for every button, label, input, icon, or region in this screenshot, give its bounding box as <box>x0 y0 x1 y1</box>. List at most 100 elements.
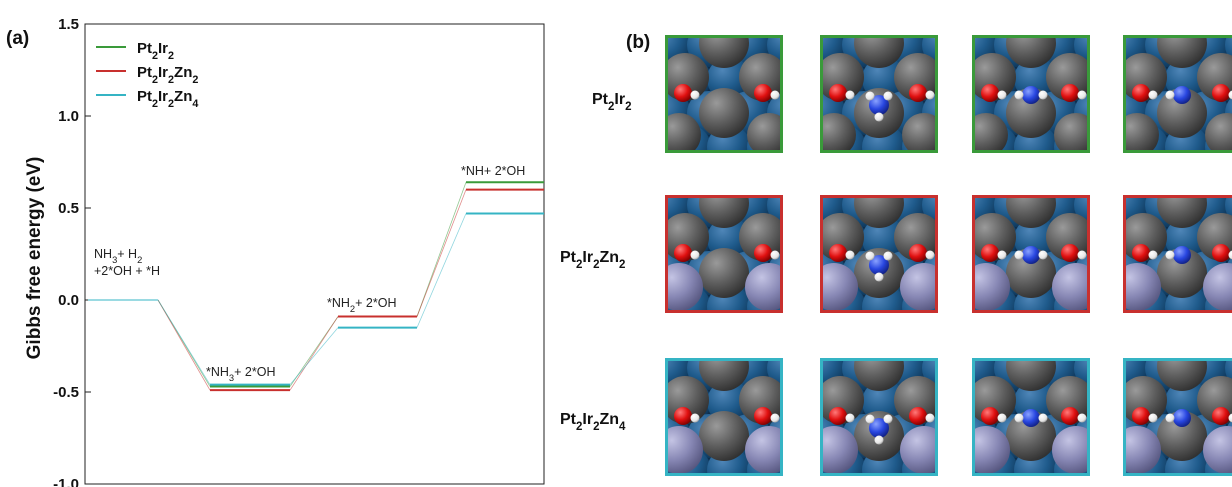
gray-atom <box>854 195 904 228</box>
blue-atom <box>782 149 826 193</box>
blue-atom <box>1014 0 1058 33</box>
zn-atom <box>900 263 938 311</box>
hydrogen-atom <box>1165 90 1175 100</box>
y-tick-label: -0.5 <box>53 384 79 401</box>
structure-tile <box>972 312 1090 476</box>
blue-atom <box>1094 0 1138 33</box>
nitrogen-atom <box>1022 246 1040 264</box>
hydrogen-atom <box>770 413 780 423</box>
hydrogen-atom <box>845 250 855 260</box>
blue-atom <box>607 346 651 390</box>
blue-atom <box>707 149 751 193</box>
structure-row: Pt2Ir2 <box>592 0 1232 153</box>
blue-atom <box>820 63 826 95</box>
blue-atom <box>667 0 711 33</box>
oxygen-atom <box>829 84 847 102</box>
blue-atom <box>922 195 938 227</box>
blue-atom <box>1014 312 1058 356</box>
zn-atom <box>820 426 858 474</box>
structure-tile <box>972 0 1138 153</box>
zn-atom <box>1052 426 1090 474</box>
blue-atom <box>972 454 978 476</box>
zn-atom <box>665 263 703 311</box>
blue-atom <box>974 312 1018 356</box>
connector-line <box>289 327 339 385</box>
tile-border <box>665 358 783 476</box>
blue-atom <box>862 0 906 33</box>
blue-atom <box>862 312 906 356</box>
nitrogen-atom <box>1173 246 1191 264</box>
gray-atom <box>699 195 749 228</box>
structure-rows: Pt2Ir2 Pt2Ir2Zn2 Pt2Ir2Zn4 <box>560 0 1232 476</box>
blue-atom <box>627 149 671 193</box>
structure-tile <box>782 0 938 153</box>
gray-atom <box>854 358 904 391</box>
structure-tile <box>607 312 831 476</box>
gray-atom <box>699 411 749 461</box>
hydrogen-atom <box>1228 413 1232 423</box>
structure-row: Pt2Ir2Zn2 <box>560 149 1232 313</box>
blue-atom <box>822 149 866 193</box>
hydrogen-atom <box>883 414 893 424</box>
blue-atom <box>767 195 783 227</box>
blue-atom <box>782 0 826 33</box>
step-label-line: *NH2+ 2*OH <box>327 296 396 314</box>
gray-atom <box>747 113 783 153</box>
gray-atom <box>854 35 904 68</box>
nitrogen-atom <box>869 255 889 275</box>
legend-entry: Pt2Ir2Zn4 <box>96 88 198 110</box>
step-label-line: *NH+ 2*OH <box>461 164 525 178</box>
blue-atom <box>972 223 978 255</box>
blue-atom <box>1205 149 1232 193</box>
adsorption-structures-panel: (b) Pt2Ir2 Pt2Ir2Zn2 Pt2Ir2Zn4 <box>560 0 1232 476</box>
gray-atom <box>699 358 749 391</box>
tile-border <box>1123 358 1232 476</box>
hydrogen-atom <box>1148 250 1158 260</box>
blue-atom <box>1085 312 1129 356</box>
gray-atom <box>1006 411 1056 461</box>
hydrogen-atom <box>1228 90 1232 100</box>
connector-line <box>416 182 467 317</box>
zn-atom <box>1123 426 1161 474</box>
gray-atom <box>1006 358 1056 391</box>
blue-atom <box>667 312 711 356</box>
structure-row: Pt2Ir2Zn4 <box>560 312 1232 476</box>
blue-atom <box>822 0 866 33</box>
blue-atom <box>942 312 986 356</box>
step-label-line: +2*OH + *H <box>94 264 160 278</box>
hydrogen-atom <box>865 251 875 261</box>
zn-atom <box>900 426 938 474</box>
structure-tile <box>1085 149 1232 313</box>
blue-atom <box>667 149 711 193</box>
blue-atom <box>1205 0 1232 33</box>
blue-atom <box>787 312 831 356</box>
zn-atom <box>745 426 783 474</box>
hydrogen-atom <box>865 91 875 101</box>
hydrogen-atom <box>1014 413 1024 423</box>
zn-atom <box>665 426 703 474</box>
blue-atom <box>1054 149 1098 193</box>
gray-atom <box>1157 358 1207 391</box>
hydrogen-atom <box>770 250 780 260</box>
oxygen-atom <box>829 407 847 425</box>
blue-atom <box>1225 358 1232 385</box>
blue-atom <box>1165 0 1209 33</box>
gray-atom <box>1054 113 1090 153</box>
zn-atom <box>820 263 858 311</box>
blue-atom <box>1123 386 1129 418</box>
blue-atom <box>747 149 791 193</box>
blue-atom <box>820 223 826 255</box>
blue-atom <box>665 291 671 313</box>
blue-atom <box>972 131 978 153</box>
y-tick-label: 0.0 <box>58 292 79 309</box>
blue-atom <box>1085 0 1129 33</box>
oxygen-atom <box>981 407 999 425</box>
blue-atom <box>787 0 831 33</box>
blue-atom <box>902 149 946 193</box>
blue-atom <box>972 291 978 313</box>
blue-atom <box>1085 149 1129 193</box>
blue-atom <box>922 358 938 390</box>
blue-atom <box>665 223 671 255</box>
oxygen-atom <box>981 84 999 102</box>
hydrogen-atom <box>997 413 1007 423</box>
